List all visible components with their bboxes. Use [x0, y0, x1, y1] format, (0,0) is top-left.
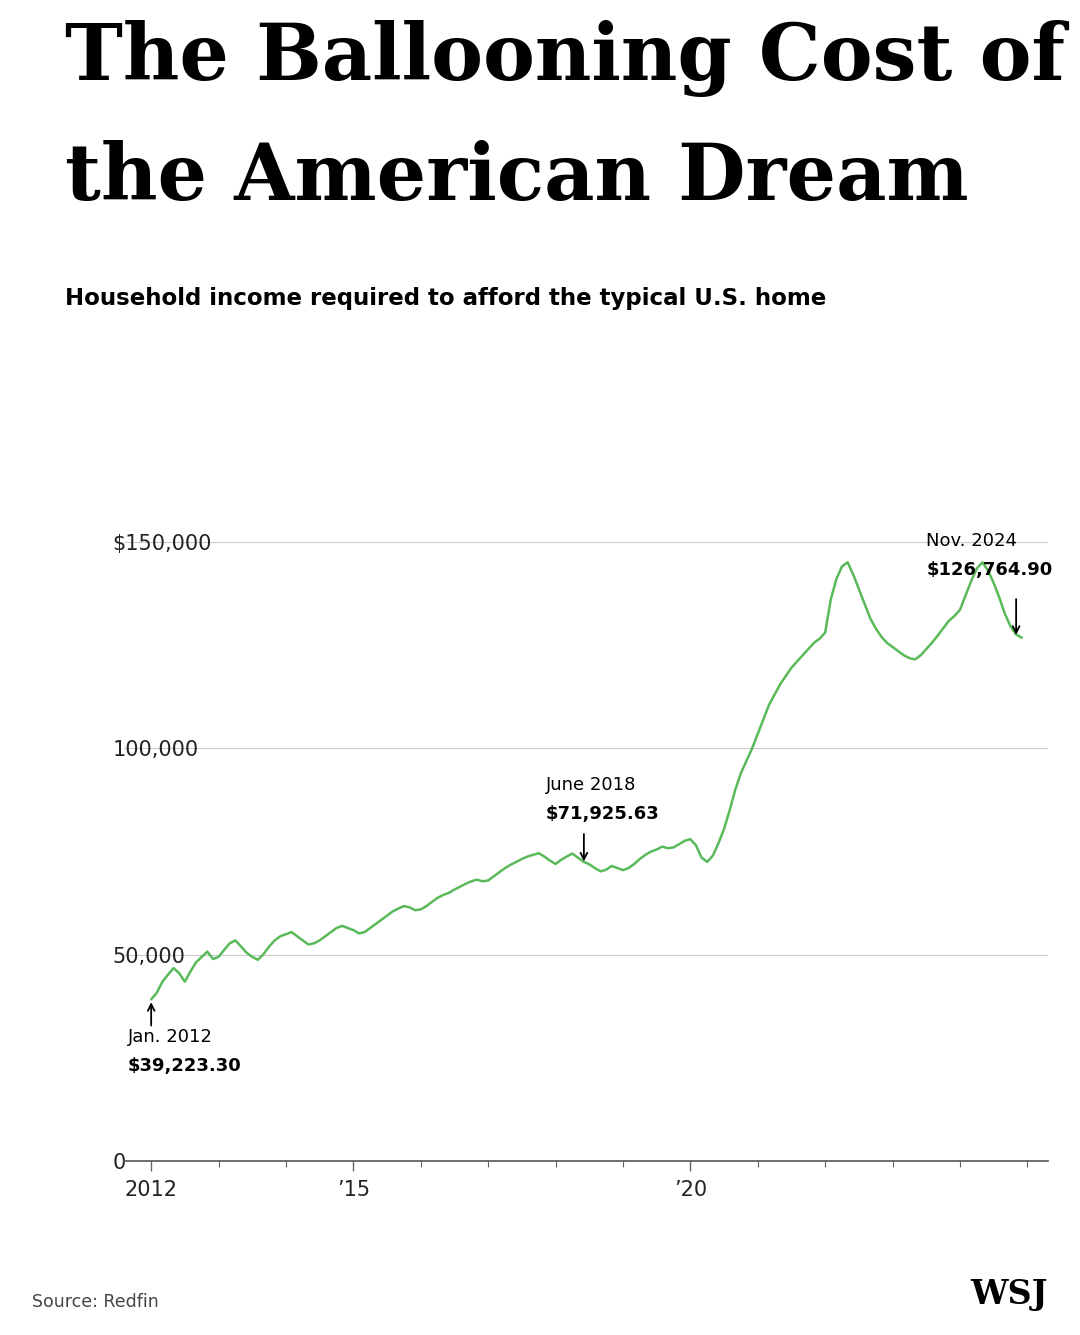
- Text: The Ballooning Cost of: The Ballooning Cost of: [65, 20, 1065, 97]
- Text: $39,223.30: $39,223.30: [127, 1057, 241, 1075]
- Text: $126,764.90: $126,764.90: [927, 561, 1053, 579]
- Text: Jan. 2012: Jan. 2012: [127, 1028, 213, 1045]
- Text: the American Dream: the American Dream: [65, 140, 969, 216]
- Text: Household income required to afford the typical U.S. home: Household income required to afford the …: [65, 287, 826, 310]
- Text: Nov. 2024: Nov. 2024: [927, 531, 1017, 550]
- Text: June 2018: June 2018: [545, 776, 636, 794]
- Text: Source: Redfin: Source: Redfin: [32, 1294, 159, 1311]
- Text: WSJ: WSJ: [970, 1278, 1048, 1311]
- Text: $71,925.63: $71,925.63: [545, 805, 659, 822]
